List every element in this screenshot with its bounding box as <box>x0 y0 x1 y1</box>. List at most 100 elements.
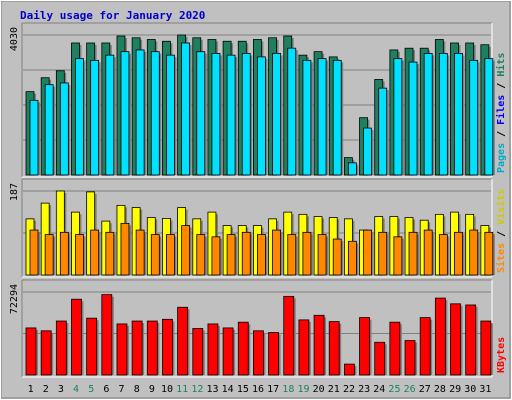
bar-files-day-16 <box>257 56 266 176</box>
x-tick-label-17: 17 <box>267 384 279 395</box>
x-tick-label-6: 6 <box>103 384 109 395</box>
x-tick-label-18: 18 <box>282 384 294 395</box>
bar-kbytes-day-27 <box>419 317 431 376</box>
panel-kbytes: 72294 KBytes <box>9 279 507 378</box>
x-tick-label-11: 11 <box>176 384 188 395</box>
bar-kbytes-day-31 <box>480 320 492 376</box>
legend-part-middle-2: Visits <box>495 189 507 225</box>
right-legend-sites-visits: Sites / Visits <box>495 189 507 273</box>
bar-sites-day-23 <box>363 229 372 276</box>
bar-files-day-3 <box>59 82 69 176</box>
x-tick-label-24: 24 <box>373 384 385 395</box>
x-tick-label-27: 27 <box>419 384 431 395</box>
bar-kbytes-day-3 <box>55 320 67 376</box>
bar-files-day-30 <box>469 59 479 176</box>
bar-kbytes-day-19 <box>298 319 310 376</box>
bar-files-day-7 <box>120 51 130 176</box>
bar-kbytes-day-9 <box>146 320 158 376</box>
bar-kbytes-day-30 <box>465 304 477 376</box>
bar-sites-day-30 <box>469 229 479 276</box>
bar-files-day-10 <box>166 54 175 176</box>
bar-files-day-28 <box>438 53 448 176</box>
x-tick-label-16: 16 <box>252 384 264 395</box>
bar-sites-day-27 <box>423 229 433 276</box>
bar-files-day-9 <box>150 51 160 176</box>
bar-kbytes-day-16 <box>253 330 264 376</box>
bar-sites-day-6 <box>105 231 115 276</box>
bar-sites-day-2 <box>44 234 54 276</box>
x-tick-label-3: 3 <box>58 384 64 395</box>
bar-kbytes-day-12 <box>192 328 204 376</box>
x-tick-label-29: 29 <box>449 384 461 395</box>
x-tick-label-14: 14 <box>222 384 234 395</box>
bar-sites-day-5 <box>90 229 100 276</box>
bar-kbytes-day-13 <box>207 323 219 376</box>
bar-files-day-22 <box>347 162 357 176</box>
bar-files-day-24 <box>378 87 388 176</box>
bar-sites-day-3 <box>59 231 69 276</box>
bar-files-day-11 <box>181 42 191 176</box>
x-tick-label-31: 31 <box>479 384 491 395</box>
bar-kbytes-day-22 <box>343 363 355 376</box>
bar-kbytes-day-10 <box>162 318 173 376</box>
x-tick-label-8: 8 <box>134 384 140 395</box>
bar-files-day-26 <box>408 61 418 176</box>
bar-files-day-21 <box>332 59 342 176</box>
right-legend-kbytes: KBytes <box>496 337 507 373</box>
bar-kbytes-day-15 <box>237 321 249 376</box>
bar-files-day-8 <box>135 49 145 176</box>
bar-kbytes-day-26 <box>404 340 416 376</box>
bar-files-day-27 <box>423 53 433 176</box>
bar-sites-day-16 <box>257 234 266 276</box>
bar-sites-day-18 <box>287 234 297 276</box>
legend-part-top-4: Hits <box>495 53 507 77</box>
x-tick-label-21: 21 <box>328 384 340 395</box>
bar-kbytes-day-24 <box>374 341 386 376</box>
bar-sites-day-10 <box>166 234 175 276</box>
x-tick-label-13: 13 <box>206 384 218 395</box>
bar-sites-day-22 <box>347 240 357 276</box>
x-tick-label-2: 2 <box>43 384 49 395</box>
x-tick-label-7: 7 <box>119 384 125 395</box>
bar-sites-day-17 <box>272 229 281 276</box>
x-tick-label-5: 5 <box>88 384 94 395</box>
bar-files-day-31 <box>484 58 494 176</box>
bar-sites-day-20 <box>317 234 327 276</box>
panels: 4030 Pages / Files / Hits 187 Sites / Visit… <box>9 22 507 378</box>
legend-part-bottom-0: KBytes <box>496 337 507 373</box>
bar-kbytes-day-11 <box>177 306 189 376</box>
bar-sites-day-13 <box>211 236 221 276</box>
legend-part-top-3: / <box>496 77 507 95</box>
bar-sites-day-11 <box>181 225 191 276</box>
chart-title: Daily usage for January 2020 <box>20 9 205 22</box>
bar-sites-day-19 <box>302 231 312 276</box>
bar-kbytes-day-7 <box>116 323 128 376</box>
bar-kbytes-day-4 <box>71 298 82 376</box>
bar-kbytes-day-29 <box>450 303 461 376</box>
legend-part-middle-1: / <box>496 225 507 243</box>
y-max-label-kbytes: 72294 <box>9 284 20 314</box>
legend-part-top-0: Pages <box>496 143 507 173</box>
legend-part-top-2: Files <box>495 95 507 125</box>
bar-sites-day-29 <box>454 231 463 276</box>
bar-files-day-19 <box>302 59 312 176</box>
bar-sites-day-7 <box>120 222 130 276</box>
x-tick-label-1: 1 <box>28 384 34 395</box>
x-tick-label-23: 23 <box>358 384 370 395</box>
x-tick-labels: 1 2 3 4 5 6 7 8 9 10 11 12 13 14 15 16 17 18 19 20 21 22 23 24 2… <box>28 384 492 395</box>
bar-kbytes-day-5 <box>86 317 98 376</box>
x-tick-label-20: 20 <box>313 384 325 395</box>
bar-kbytes-day-8 <box>131 320 143 376</box>
bar-files-day-4 <box>75 58 84 176</box>
bar-files-day-17 <box>272 53 281 176</box>
bar-kbytes-day-23 <box>359 317 370 376</box>
bar-kbytes-day-14 <box>222 327 234 376</box>
x-tick-label-9: 9 <box>149 384 155 395</box>
bar-sites-day-1 <box>29 229 39 276</box>
bar-files-day-5 <box>90 59 100 176</box>
bar-files-day-20 <box>317 58 327 176</box>
panel-pages-files-hits: 4030 Pages / Files / Hits <box>9 22 507 178</box>
bar-sites-day-24 <box>378 231 388 276</box>
